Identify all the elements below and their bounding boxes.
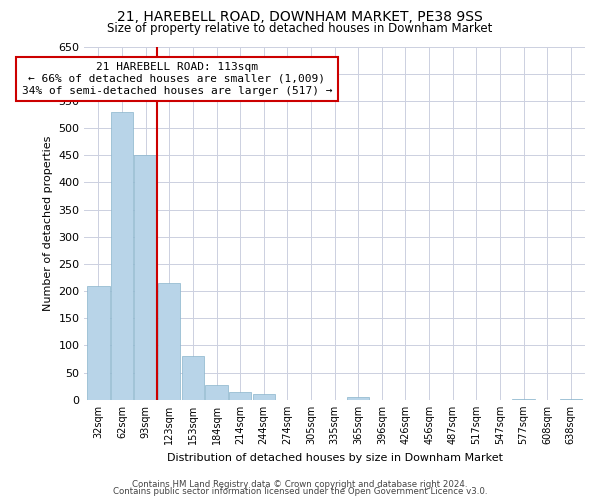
Bar xyxy=(253,394,275,400)
Bar xyxy=(560,398,582,400)
Bar xyxy=(229,392,251,400)
Bar xyxy=(87,286,110,400)
Bar xyxy=(134,155,157,400)
Text: Contains public sector information licensed under the Open Government Licence v3: Contains public sector information licen… xyxy=(113,487,487,496)
Text: 21 HAREBELL ROAD: 113sqm
← 66% of detached houses are smaller (1,009)
34% of sem: 21 HAREBELL ROAD: 113sqm ← 66% of detach… xyxy=(22,62,332,96)
Text: Contains HM Land Registry data © Crown copyright and database right 2024.: Contains HM Land Registry data © Crown c… xyxy=(132,480,468,489)
Text: Size of property relative to detached houses in Downham Market: Size of property relative to detached ho… xyxy=(107,22,493,35)
Bar xyxy=(182,356,204,400)
Bar xyxy=(158,283,181,400)
Y-axis label: Number of detached properties: Number of detached properties xyxy=(43,136,53,311)
Bar xyxy=(347,397,370,400)
Bar xyxy=(512,398,535,400)
Bar xyxy=(111,112,133,400)
X-axis label: Distribution of detached houses by size in Downham Market: Distribution of detached houses by size … xyxy=(167,452,503,462)
Text: 21, HAREBELL ROAD, DOWNHAM MARKET, PE38 9SS: 21, HAREBELL ROAD, DOWNHAM MARKET, PE38 … xyxy=(117,10,483,24)
Bar xyxy=(205,384,228,400)
